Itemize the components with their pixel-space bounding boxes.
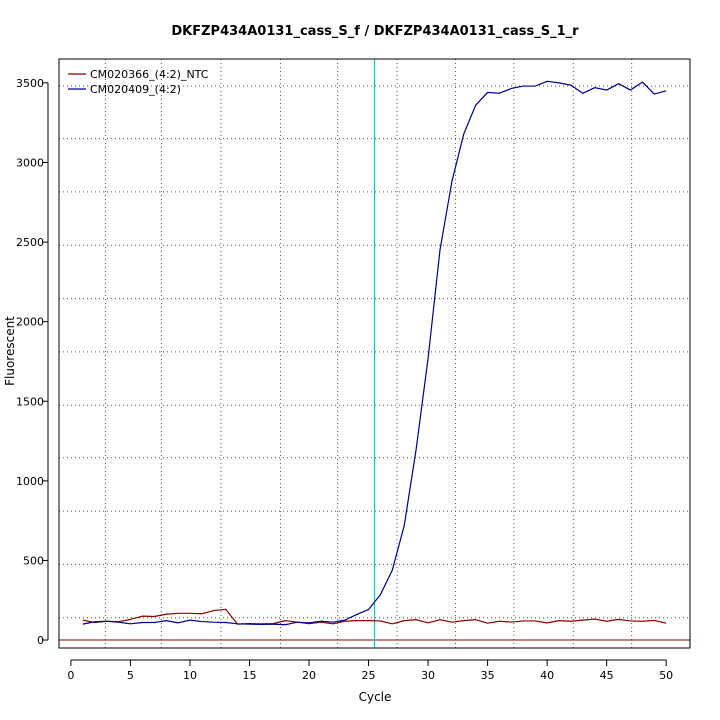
series-line-1 xyxy=(82,608,667,625)
y-tick-label: 3000 xyxy=(16,156,44,169)
series-line-2 xyxy=(82,80,667,626)
series-layer xyxy=(59,59,690,648)
y-tick-label: 500 xyxy=(23,554,44,567)
x-tick-label: 20 xyxy=(302,669,316,682)
legend: CM020366_(4:2)_NTC CM020409_(4:2) xyxy=(68,68,209,96)
x-tick-label: 40 xyxy=(540,669,554,682)
x-tick-label: 15 xyxy=(242,669,256,682)
x-tick-label: 50 xyxy=(659,669,673,682)
x-tick-label: 5 xyxy=(127,669,134,682)
y-tick-label: 2500 xyxy=(16,236,44,249)
x-tick-label: 30 xyxy=(421,669,435,682)
x-tick-label: 0 xyxy=(67,669,74,682)
x-tick-label: 45 xyxy=(600,669,614,682)
y-tick-label: 1500 xyxy=(16,395,44,408)
legend-label-1: CM020366_(4:2)_NTC xyxy=(90,68,209,81)
x-tick-label: 10 xyxy=(183,669,197,682)
chart-title: DKFZP434A0131_cass_S_f / DKFZP434A0131_c… xyxy=(171,24,579,39)
axis-layer: 0 5 10 15 20 25 30 35 40 45 5005001000150020002500… xyxy=(16,58,691,682)
y-tick-label: 2000 xyxy=(16,316,44,329)
x-axis-title: Cycle xyxy=(359,690,392,704)
x-tick-label: 25 xyxy=(362,669,376,682)
y-tick-label: 3500 xyxy=(16,77,44,90)
x-tick-label: 35 xyxy=(481,669,495,682)
y-tick-label: 1000 xyxy=(16,475,44,488)
plot-frame xyxy=(58,58,691,649)
legend-label-2: CM020409_(4:2) xyxy=(90,83,181,96)
y-axis-title: Fluorescent xyxy=(3,316,17,386)
y-tick-label: 0 xyxy=(37,634,44,647)
